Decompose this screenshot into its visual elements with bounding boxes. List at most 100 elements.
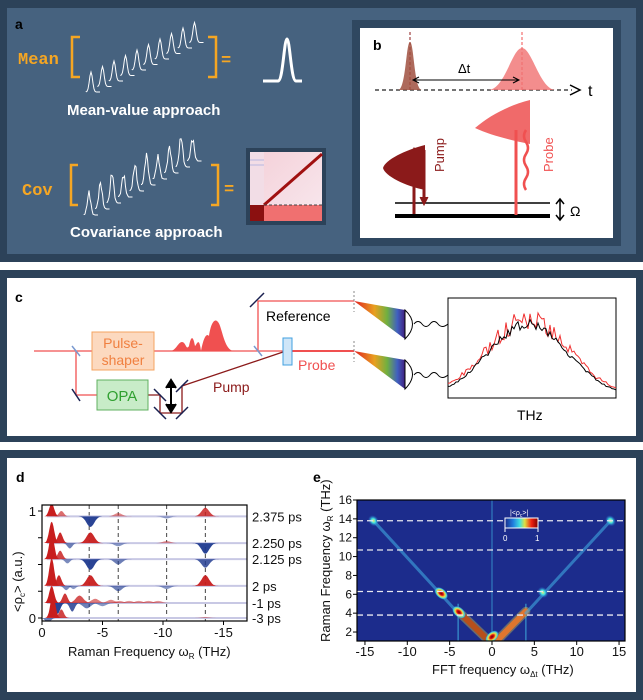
pump-label-b: Pump (432, 138, 447, 172)
chart-d-peak-negative (77, 516, 104, 527)
opa-label: OPA (107, 388, 138, 405)
chart-d-trace (43, 521, 247, 554)
chart-e-ytick-label: 10 (339, 550, 353, 564)
spectrometer-probe (354, 351, 449, 391)
reference-spectrum-trace (447, 318, 617, 391)
mean-pulse (120, 53, 135, 76)
chart-d-trace (43, 558, 247, 592)
cov-label: Cov (22, 182, 53, 201)
chart-e-ytick-label: 2 (345, 625, 352, 639)
pulse-shaper-label-1: Pulse- (103, 335, 143, 351)
chart-d-peak-positive (77, 532, 104, 544)
opa-box[interactable]: OPA (96, 379, 149, 411)
heatmap-streak-halo (491, 606, 531, 641)
cov-pulse-train (83, 138, 202, 216)
chart-d-peak-positive (144, 600, 172, 604)
probe-label-c: Probe (298, 357, 336, 373)
chart-d-peak-positive (51, 550, 69, 560)
chart-e-ytick-label: 14 (339, 512, 353, 526)
chart-d-peak-positive (153, 541, 180, 544)
spectrometer-reference (354, 301, 449, 341)
mean-pulse-train (85, 20, 204, 93)
mean-bracket-left (70, 35, 80, 79)
chart-d-trace-label: 2.250 ps (252, 536, 302, 551)
heatmap-streak (524, 519, 613, 615)
chart-d-trace-label: 2.125 ps (252, 552, 302, 567)
mean-pulse (177, 26, 192, 49)
mean-gaussian-result (263, 37, 302, 83)
reference-label: Reference (266, 308, 331, 324)
chart-e-xtick-label: 5 (531, 644, 538, 659)
beamsplitter (71, 345, 81, 357)
pump-label-c: Pump (213, 379, 250, 395)
pulse-shaper-box[interactable]: Pulse- shaper (91, 331, 155, 371)
heatmap-background (357, 500, 625, 641)
panel-c: c Pulse- shaper OPA Reference Probe Pump (0, 270, 643, 442)
colorbar-min: 0 (503, 534, 508, 543)
chart-d-ytick-label: 0 (29, 611, 36, 626)
cov-equals: = (224, 181, 234, 200)
delay-mirror-4 (175, 379, 189, 393)
chart-d-peak-negative (104, 543, 132, 547)
chart-d-peak-negative (153, 585, 180, 590)
chart-d-peak-negative (42, 618, 57, 621)
spectrum-axis-label: THz (517, 407, 543, 423)
chart-d-trace (43, 585, 247, 614)
cov-pulse (187, 139, 202, 162)
chart-d-peak-positive (77, 575, 104, 586)
chart-e-ytick-label: 6 (345, 587, 352, 601)
chart-d-peak-positive (192, 507, 219, 517)
time-axis-arrowhead (569, 84, 582, 96)
colorbar-label: |<ρc>| (510, 510, 528, 519)
detector-cable (413, 372, 449, 378)
cov-pulse (118, 174, 133, 198)
pump-arrowheads (409, 146, 429, 207)
chart-d-ylabel: <ρc> (a.u.) (10, 551, 27, 612)
chart-d-peak-positive (66, 595, 93, 604)
chart-d-peak-positive (125, 600, 153, 604)
chart-d-peak-negative (153, 516, 180, 519)
chart-d-peak-positive (43, 521, 61, 544)
chart-d-peak-negative (104, 585, 132, 592)
delay-mirror-2 (153, 406, 167, 420)
mean-pulse (97, 64, 112, 87)
chart-d-peak-negative (77, 559, 104, 570)
time-axis-label: t (588, 83, 593, 100)
delta-t-label: Δt (458, 61, 471, 76)
colorbar-max: 1 (535, 534, 540, 543)
chart-d-trace (43, 505, 247, 527)
chart-d-peak-positive (97, 599, 125, 604)
mean-caption: Mean-value approach (67, 102, 220, 119)
omega-arrow (555, 197, 565, 222)
heatmap-streak (493, 608, 529, 641)
cov-pulse (175, 138, 190, 168)
panel-label-e: e (313, 469, 321, 485)
cov-pulse (141, 152, 156, 186)
chart-e-ylabel: Raman Frequency ωR (THz) (318, 479, 335, 642)
mean-pulse (108, 59, 123, 82)
delay-stage-arrow[interactable] (165, 378, 177, 414)
heatmap-spot (367, 515, 379, 527)
cov-pulse (83, 190, 98, 216)
panel-label-b: b (373, 37, 382, 53)
chart-d-peak-negative (61, 543, 79, 549)
mirror (71, 388, 81, 402)
chart-d-peak-positive (115, 600, 143, 604)
chart-d-xtick-label: -10 (154, 625, 173, 640)
heatmap-spot (434, 586, 449, 600)
chart-d-peak-positive (192, 616, 219, 618)
cov-pulse (129, 164, 144, 192)
chart-d-peak-positive (135, 600, 162, 604)
chart-e-xtick-label: -10 (398, 644, 417, 659)
chart-d-trace-label: -1 ps (252, 596, 281, 611)
covariance-matrix-image (246, 148, 326, 225)
chart-d-trace (43, 533, 247, 570)
cov-pulse (164, 145, 179, 174)
chart-d-peak-positive (43, 505, 61, 517)
chart-e-xtick-label: -5 (444, 644, 456, 659)
delay-mirror-1 (153, 388, 167, 402)
chart-d-xlabel: Raman Frequency ωR (THz) (68, 644, 231, 661)
chart-e-ytick-label: 4 (345, 606, 352, 620)
omega-label: Ω (570, 203, 580, 219)
